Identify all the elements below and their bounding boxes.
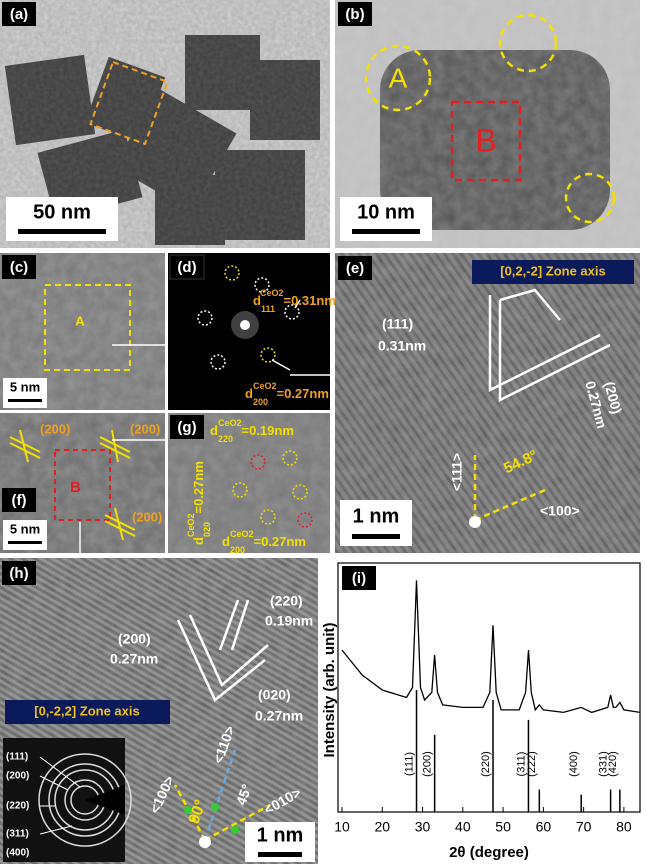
plane-label: (200) [40, 421, 70, 436]
xrd-chart: (i) Intensity (arb. unit) 2θ (degree) 10… [321, 563, 640, 861]
panel-b: A B (b) 10 nm [335, 0, 640, 248]
d-value: =0.31nm [284, 293, 336, 308]
d-symbol: d [191, 537, 206, 545]
scale-label: 1 nm [257, 824, 304, 846]
scale-label: 5 nm [10, 521, 40, 536]
region-label: B [70, 479, 81, 496]
d-symbol: d [245, 386, 253, 401]
plane-label: (020) [258, 687, 291, 703]
x-tick-label: 10 [334, 819, 350, 835]
panel-label: (g) [177, 419, 196, 436]
panel-a: (a) 50 nm [0, 0, 330, 248]
plane-label: (220) [270, 593, 303, 609]
d-sub: 111 [261, 304, 275, 314]
d-sup: CeO2 [186, 514, 196, 538]
scale-label: 10 nm [357, 201, 415, 223]
d-value: =0.27nm [254, 534, 306, 549]
panel-label: (a) [10, 6, 28, 23]
x-tick-label: 50 [495, 819, 511, 835]
d-value: =0.27nm [277, 386, 329, 401]
region-label: B [475, 122, 496, 158]
x-tick-label: 60 [536, 819, 552, 835]
figure: (a) 50 nm A B (b) 10 nm A (c) 5 nm d 111 C… [0, 0, 647, 864]
zone-axis: [0,2,-2] Zone axis [500, 263, 605, 278]
x-axis-label: 2θ (degree) [449, 844, 529, 861]
spacing-label: 0.27nm [255, 708, 303, 724]
panel-g: d220CeO2=0.19nm d020CeO2=0.27nm d200CeO2… [168, 413, 330, 555]
ring-label: (200) [6, 771, 29, 782]
d-sup: CeO2 [218, 418, 242, 428]
ring-label: (111) [6, 752, 28, 763]
x-tick-label: 30 [415, 819, 431, 835]
d-symbol: d [210, 423, 218, 438]
panel-label: (f) [12, 492, 27, 509]
d-sup: CeO2 [230, 529, 254, 539]
reference-label: (400) [568, 751, 580, 777]
x-tick-label: 40 [455, 819, 471, 835]
scale-label: 5 nm [10, 379, 40, 394]
reference-label: (222) [526, 751, 538, 777]
plane-label: (200) [118, 631, 151, 647]
d-sup: CeO2 [253, 381, 277, 391]
scale-label: 1 nm [353, 505, 400, 527]
zone-axis: [0,-2,2] Zone axis [34, 703, 139, 718]
panel-e: (e) [0,2,-2] Zone axis (111) 0.31nm (200… [335, 253, 640, 553]
plane-label: (111) [382, 316, 413, 332]
panel-h: (h) (220) 0.19nm (200) 0.27nm (020) 0.27… [0, 558, 318, 864]
panel-label: (e) [346, 260, 364, 277]
x-tick-label: 80 [616, 819, 632, 835]
d-sub: 200 [253, 397, 268, 407]
y-axis-label: Intensity (arb. unit) [321, 622, 338, 757]
plane-label: (200) [130, 421, 160, 436]
spacing-label: 0.27nm [110, 651, 158, 667]
reference-label: (200) [422, 751, 434, 777]
d-value: =0.27nm [191, 461, 206, 513]
d-value: =0.19nm [242, 423, 294, 438]
direction-label: <100> [540, 503, 580, 519]
d-sub: 220 [218, 434, 233, 444]
spacing-label: 0.31nm [378, 338, 426, 354]
scale-label: 50 nm [33, 201, 91, 223]
panel-label: (i) [352, 570, 366, 587]
ring-label: (220) [6, 801, 29, 812]
ring-label: (311) [6, 829, 29, 840]
panel-label: (c) [10, 259, 28, 276]
panel-label: (d) [177, 259, 196, 276]
panel-label: (b) [345, 6, 364, 23]
region-label: A [389, 62, 408, 93]
plane-label: (200) [132, 509, 162, 524]
reference-label: (220) [480, 751, 492, 777]
reference-label: (420) [607, 751, 619, 777]
x-tick-label: 20 [375, 819, 391, 835]
panel-label: (h) [9, 565, 28, 582]
x-tick-label: 70 [576, 819, 592, 835]
d-sup: CeO2 [260, 288, 284, 298]
region-label: A [75, 313, 85, 328]
ring-label: (400) [6, 848, 29, 859]
d-sub: 020 [202, 522, 212, 537]
d-sub: 200 [230, 545, 245, 555]
reference-label: (111) [403, 752, 415, 776]
saed-inset: (111) (200) (220) (311) (400) [3, 738, 131, 862]
spacing-label: 0.19nm [265, 613, 313, 629]
direction-label: <111> [449, 453, 465, 491]
d-symbol: d [222, 534, 230, 549]
